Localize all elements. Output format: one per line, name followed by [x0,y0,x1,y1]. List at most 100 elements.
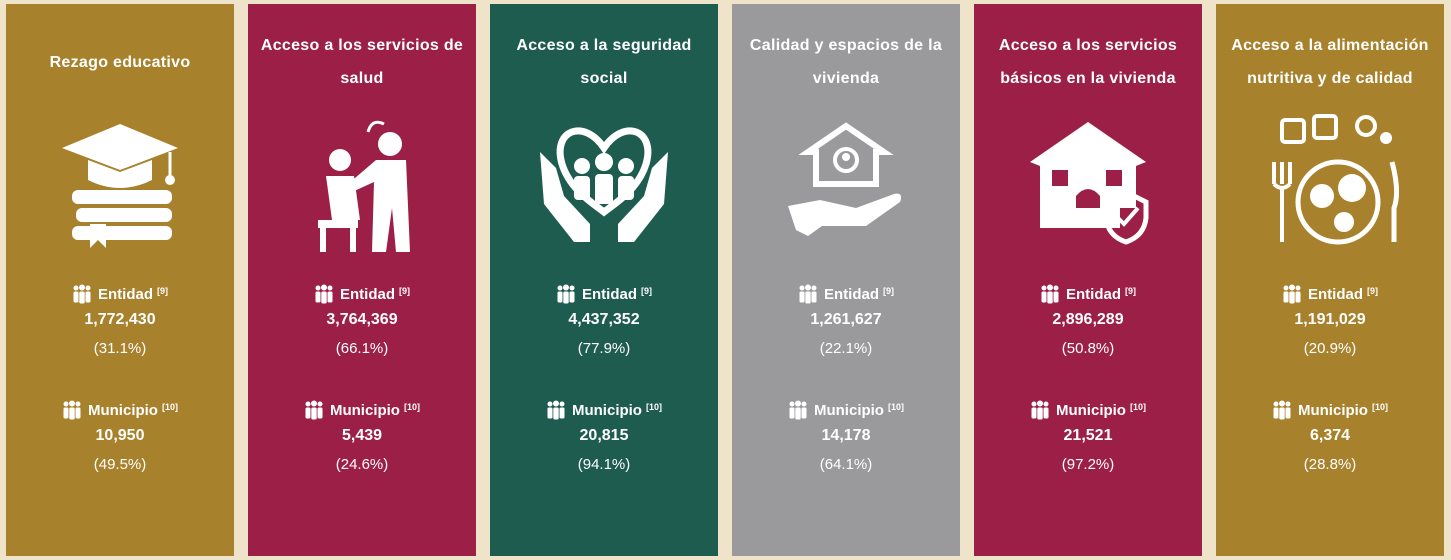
card-title: Acceso a los servicios básicos en la viv… [982,14,1194,110]
people-icon [788,400,808,420]
municipio-label: Municipio [572,402,642,419]
entidad-value: 1,191,029 [1216,311,1444,333]
entidad-label-row: Entidad [9] [1216,283,1444,305]
municipio-ref: [10] [1130,402,1146,412]
municipio-ref: [10] [1372,402,1388,412]
indicator-card: Acceso a los servicios de salud Entidad [9… [248,4,476,556]
municipio-label: Municipio [88,402,158,419]
entidad-value: 4,437,352 [490,311,718,333]
entidad-label-row: Entidad [9] [248,283,476,305]
municipio-label-row: Municipio [10] [6,399,234,421]
card-title: Acceso a la seguridad social [498,14,710,110]
entidad-percent: (77.9%) [490,340,718,360]
entidad-label-row: Entidad [9] [974,283,1202,305]
entidad-group: Entidad [9] 2,896,289 (50.8%) [974,283,1202,360]
municipio-percent: (64.1%) [732,456,960,476]
people-icon [1040,284,1060,304]
card-icon [50,112,190,254]
entidad-label: Entidad [824,286,879,303]
entidad-value: 1,261,627 [732,311,960,333]
card-title: Calidad y espacios de la vivienda [740,14,952,110]
entidad-ref: [9] [1367,286,1378,296]
people-icon [72,284,92,304]
entidad-value: 2,896,289 [974,311,1202,333]
entidad-group: Entidad [9] 1,772,430 (31.1%) [6,283,234,360]
entidad-label: Entidad [1066,286,1121,303]
municipio-group: Municipio [10] 14,178 (64.1%) [732,399,960,476]
municipio-label: Municipio [1056,402,1126,419]
entidad-label-row: Entidad [9] [732,283,960,305]
municipio-ref: [10] [888,402,904,412]
entidad-percent: (22.1%) [732,340,960,360]
municipio-group: Municipio[10]6,374(28.8%) [1216,399,1444,476]
entidad-label-row: Entidad[9] [490,283,718,305]
municipio-value: 10,950 [6,427,234,449]
entidad-label: Entidad [1308,286,1363,303]
card-title: Acceso a la alimentación nutritiva y de … [1224,14,1436,110]
indicator-card: Calidad y espacios de la vivienda Entidad… [732,4,960,556]
municipio-value: 14,178 [732,427,960,449]
people-icon [556,284,576,304]
entidad-value: 3,764,369 [248,311,476,333]
municipio-label: Municipio [330,402,400,419]
municipio-group: Municipio [10] 10,950 (49.5%) [6,399,234,476]
municipio-value: 21,521 [974,427,1202,449]
entidad-ref: [9] [1125,286,1136,296]
card-icon [776,112,916,254]
municipio-label-row: Municipio [10] [248,399,476,421]
municipio-ref: [10] [404,402,420,412]
municipio-percent: (24.6%) [248,456,476,476]
municipio-ref: [10] [646,402,662,412]
entidad-ref: [9] [157,286,168,296]
people-icon [1282,284,1302,304]
entidad-group: Entidad [9] 3,764,369 (66.1%) [248,283,476,360]
page: {"cards": [ {"title": "Rezago educativo"… [0,0,1451,560]
municipio-value: 20,815 [490,427,718,449]
entidad-label: Entidad [340,286,395,303]
municipio-percent: (94.1%) [490,456,718,476]
card-icon [1018,112,1158,254]
municipio-label: Municipio [814,402,884,419]
indicator-card: Acceso a la seguridad social Entidad[9] 4,… [490,4,718,556]
entidad-percent: (20.9%) [1216,340,1444,360]
entidad-group: Entidad [9] 1,191,029 (20.9%) [1216,283,1444,360]
entidad-label: Entidad [582,286,637,303]
people-icon [314,284,334,304]
people-icon [1272,400,1292,420]
entidad-group: Entidad[9] 4,437,352 (77.9%) [490,283,718,360]
people-icon [546,400,566,420]
entidad-ref: [9] [399,286,410,296]
municipio-group: Municipio [10] 20,815 (94.1%) [490,399,718,476]
municipio-label-row: Municipio [10] [732,399,960,421]
indicator-card: Rezago educativo Entidad [9] 1,772,430 (31.1… [6,4,234,556]
card-icon [534,112,674,254]
municipio-label-row: Municipio [10] [490,399,718,421]
entidad-value: 1,772,430 [6,311,234,333]
entidad-ref: [9] [883,286,894,296]
municipio-percent: (97.2%) [974,456,1202,476]
municipio-group: Municipio [10] 21,521 (97.2%) [974,399,1202,476]
municipio-percent: (49.5%) [6,456,234,476]
cards-row: Rezago educativo Entidad [9] 1,772,430 (31.1… [0,0,1451,560]
indicator-card: Acceso a la alimentación nutritiva y de … [1216,4,1444,556]
entidad-percent: (50.8%) [974,340,1202,360]
municipio-label-row: Municipio [10] [974,399,1202,421]
entidad-percent: (31.1%) [6,340,234,360]
municipio-value: 5,439 [248,427,476,449]
card-icon [1260,112,1400,254]
municipio-label: Municipio [1298,402,1368,419]
municipio-value: 6,374 [1216,427,1444,449]
entidad-group: Entidad [9] 1,261,627 (22.1%) [732,283,960,360]
people-icon [798,284,818,304]
entidad-label-row: Entidad [9] [6,283,234,305]
people-icon [1030,400,1050,420]
people-icon [304,400,324,420]
municipio-group: Municipio [10] 5,439 (24.6%) [248,399,476,476]
entidad-percent: (66.1%) [248,340,476,360]
card-icon [292,112,432,254]
municipio-label-row: Municipio [10] [1216,399,1444,421]
card-title: Acceso a los servicios de salud [256,14,468,110]
municipio-ref: [10] [162,402,178,412]
card-title: Rezago educativo [14,14,226,110]
entidad-label: Entidad [98,286,153,303]
